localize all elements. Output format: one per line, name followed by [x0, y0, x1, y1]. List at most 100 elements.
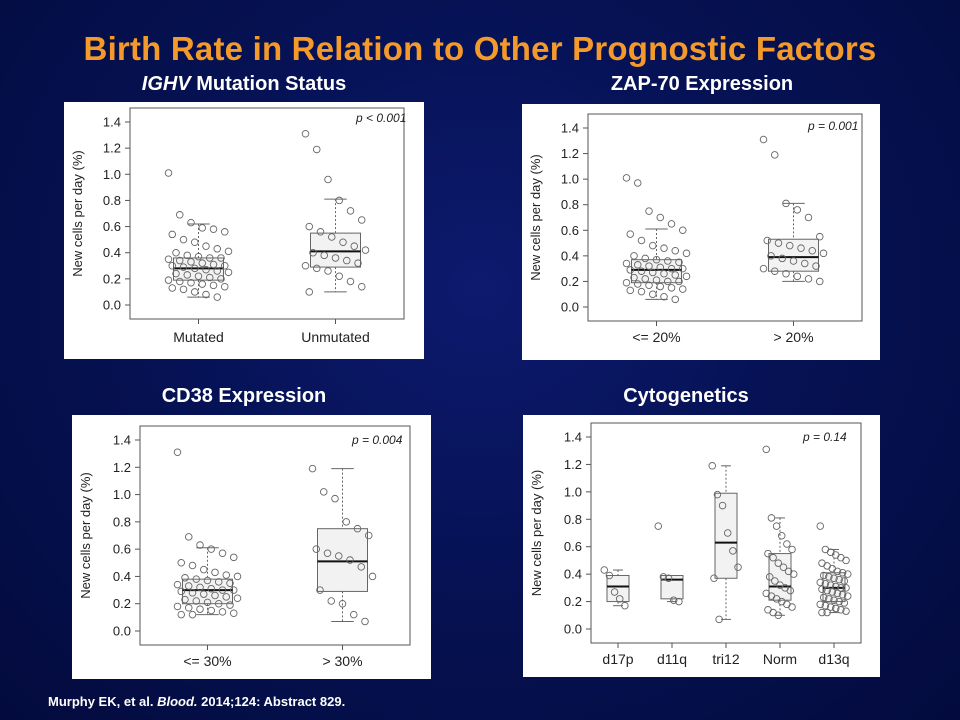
- data-point: [175, 211, 184, 219]
- data-point: [605, 571, 614, 580]
- p-value-annotation: p = 0.004: [351, 433, 403, 447]
- data-point: [312, 264, 321, 273]
- data-point: [729, 547, 737, 555]
- data-point: [361, 246, 370, 254]
- data-point: [164, 169, 173, 177]
- chart-panel-cytogenetics: 0.0 0.2 0.4 0.6 0.8 1.0 1.2 1.4 New cells per da…: [523, 415, 880, 677]
- data-point: [645, 281, 653, 290]
- y-tick-label: 1.0: [103, 167, 121, 182]
- data-point: [778, 254, 787, 263]
- data-point: [825, 573, 833, 581]
- data-point: [320, 251, 329, 260]
- y-axis-label: New cells per day (%): [528, 154, 543, 280]
- data-point: [358, 282, 366, 291]
- y-tick-label: 1.2: [103, 141, 121, 156]
- data-point: [301, 262, 310, 270]
- data-point: [801, 259, 809, 268]
- data-point: [715, 615, 723, 624]
- data-point: [663, 257, 672, 265]
- data-point: [190, 264, 199, 273]
- data-point: [626, 266, 634, 274]
- y-tick-label: 0.0: [564, 622, 582, 637]
- data-point: [173, 602, 182, 611]
- data-point: [175, 256, 184, 265]
- data-point: [763, 236, 771, 245]
- y-tick-label: 1.2: [113, 460, 131, 475]
- p-value-annotation: p = 0.001: [807, 119, 858, 133]
- data-point: [767, 514, 776, 522]
- data-point: [358, 216, 366, 224]
- data-point: [192, 597, 200, 605]
- data-point: [816, 232, 824, 241]
- y-tick-label: 0.6: [103, 219, 121, 234]
- data-point: [808, 246, 817, 255]
- data-point: [654, 522, 662, 530]
- data-point: [354, 259, 362, 267]
- data-point: [641, 254, 649, 263]
- y-tick-label: 0.2: [113, 596, 131, 611]
- y-tick-label: 1.4: [561, 121, 579, 136]
- data-point: [788, 545, 796, 554]
- x-tick-label: tri12: [712, 651, 739, 667]
- data-point: [648, 241, 657, 250]
- data-point: [312, 145, 321, 154]
- data-point: [659, 573, 668, 581]
- data-point: [772, 522, 781, 530]
- data-point: [229, 609, 238, 618]
- data-point: [786, 586, 795, 595]
- data-point: [645, 207, 653, 215]
- data-point: [823, 586, 831, 595]
- data-point: [324, 175, 332, 184]
- data-point: [211, 568, 219, 577]
- data-point: [198, 280, 206, 288]
- data-point: [630, 273, 638, 282]
- box-group-0: [173, 448, 242, 619]
- iqr-box: [631, 259, 682, 284]
- data-point: [637, 236, 646, 245]
- data-point: [783, 540, 791, 548]
- data-point: [202, 265, 210, 274]
- data-point: [177, 610, 185, 619]
- data-point: [172, 248, 180, 257]
- data-point: [202, 290, 210, 299]
- data-point: [179, 235, 188, 244]
- p-value-annotation: p = 0.14: [802, 430, 847, 444]
- data-point: [198, 224, 206, 232]
- data-point: [765, 573, 774, 581]
- data-point: [622, 259, 631, 268]
- data-point: [734, 563, 742, 572]
- data-point: [789, 257, 798, 265]
- data-point: [622, 278, 631, 287]
- data-point: [782, 199, 790, 208]
- data-point: [786, 241, 794, 250]
- box-group-4: [816, 522, 852, 617]
- data-point: [233, 572, 242, 581]
- data-point: [361, 617, 369, 626]
- y-tick-label: 1.0: [561, 172, 579, 187]
- data-point: [671, 271, 679, 279]
- data-point: [218, 549, 227, 557]
- data-point: [641, 275, 649, 283]
- data-point: [831, 582, 840, 591]
- data-point: [656, 263, 664, 272]
- y-tick-label: 0.8: [103, 193, 121, 208]
- data-point: [667, 264, 676, 273]
- x-tick-label: d11q: [657, 651, 687, 667]
- data-point: [190, 238, 199, 247]
- data-point: [615, 595, 624, 603]
- data-point: [164, 255, 173, 263]
- data-point: [305, 288, 313, 296]
- y-tick-label: 1.0: [113, 487, 131, 502]
- slide-title: Birth Rate in Relation to Other Prognost…: [83, 30, 877, 67]
- data-point: [224, 247, 233, 256]
- box-group-1: [301, 130, 370, 296]
- data-point: [168, 230, 176, 239]
- data-point: [316, 586, 324, 594]
- data-point: [187, 279, 195, 287]
- data-point: [207, 606, 215, 615]
- data-point: [335, 196, 344, 205]
- x-tick-label: <= 30%: [183, 653, 231, 669]
- data-point: [667, 284, 676, 292]
- y-tick-label: 0.0: [103, 298, 121, 313]
- data-point: [816, 522, 825, 530]
